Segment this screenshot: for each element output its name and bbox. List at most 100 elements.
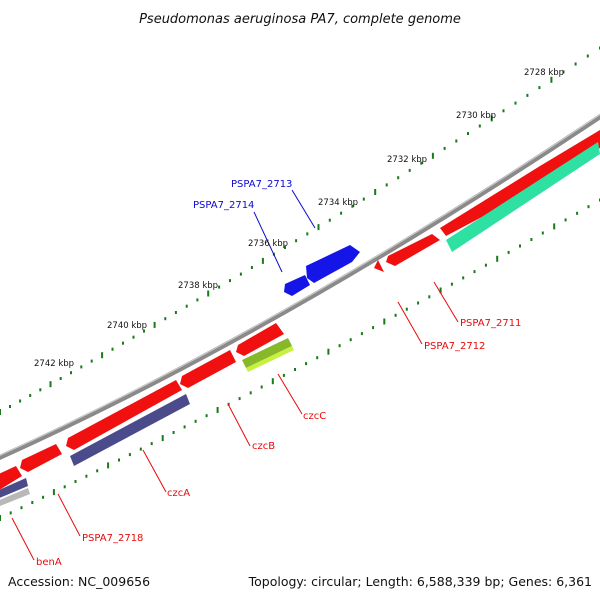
tick-mark — [305, 362, 308, 366]
tick-mark — [29, 394, 32, 397]
tick-mark — [0, 409, 1, 415]
cog-bar-gray — [0, 488, 30, 506]
tick-mark — [164, 317, 167, 321]
tick-mark — [553, 223, 556, 230]
tick-mark — [316, 356, 319, 360]
gene-arrow-czcb[interactable] — [180, 350, 236, 388]
cog-bar-olive — [242, 338, 292, 368]
tick-mark — [183, 425, 186, 429]
tick-label-2738: 2738 kbp — [178, 281, 218, 291]
tick-mark — [349, 338, 352, 342]
gene-arrow-pspa7-2711[interactable] — [440, 130, 600, 236]
outer-tick-dots — [0, 46, 600, 415]
tick-mark — [431, 152, 434, 159]
leader-pspa7-2718 — [57, 493, 81, 537]
gene-arrow-pspa7-2714[interactable] — [284, 275, 310, 296]
tick-mark — [530, 238, 533, 241]
gene-label-bena[interactable]: benA — [36, 557, 62, 568]
gene-arrow-czcc[interactable] — [236, 323, 284, 356]
leader-pspa7-2712 — [397, 301, 423, 345]
tick-mark — [150, 442, 153, 446]
tick-mark — [372, 326, 375, 330]
tick-mark — [351, 204, 354, 208]
tick-mark — [490, 115, 493, 122]
tick-mark — [90, 359, 93, 363]
tick-mark — [338, 344, 341, 348]
tick-mark — [20, 506, 23, 510]
tick-mark — [295, 239, 298, 243]
cog-bar-olive-light — [246, 346, 294, 372]
gene-arrow-pspa7-2712[interactable] — [374, 260, 384, 272]
tick-mark — [250, 266, 253, 269]
tick-mark — [63, 485, 66, 489]
gene-label-czcc[interactable]: czcC — [303, 411, 326, 422]
tick-mark — [19, 399, 22, 403]
tick-mark — [239, 272, 242, 276]
gene-arrow-pspa7-2713[interactable] — [306, 245, 360, 283]
tick-mark — [216, 407, 219, 413]
tick-mark — [306, 232, 309, 236]
tick-mark — [80, 365, 83, 369]
tick-mark — [405, 307, 408, 311]
tick-mark — [172, 431, 175, 434]
tick-mark — [143, 329, 145, 333]
tick-mark — [196, 298, 199, 302]
gene-label-pspa7-2711[interactable]: PSPA7_2711 — [460, 318, 521, 329]
tick-mark — [52, 489, 55, 496]
tick-mark — [128, 453, 131, 457]
tick-mark — [562, 70, 565, 74]
tick-mark — [420, 161, 423, 165]
genome-backbone — [0, 113, 600, 461]
inner-tick-dots — [0, 198, 600, 521]
tick-mark — [107, 462, 110, 469]
tick-mark — [383, 318, 386, 325]
tick-mark — [473, 270, 476, 274]
tick-mark — [139, 447, 142, 451]
gene-arrow-bena[interactable] — [0, 466, 22, 492]
tick-label-2728: 2728 kbp — [524, 68, 564, 78]
gene-arrow-pspa7-2718[interactable] — [20, 444, 62, 472]
tick-mark — [450, 282, 453, 286]
tick-mark — [374, 189, 377, 195]
tick-mark — [9, 405, 11, 408]
cog-bar-teal — [446, 142, 600, 252]
tick-mark — [502, 109, 505, 113]
tick-mark — [229, 279, 231, 283]
gene-arrow-pspa7-2711b[interactable] — [386, 234, 440, 266]
gene-arrow-czca[interactable] — [66, 380, 182, 450]
tick-mark — [327, 348, 330, 355]
gene-label-pspa7-2718[interactable]: PSPA7_2718 — [82, 533, 143, 544]
tick-mark — [526, 93, 529, 97]
tick-mark — [564, 218, 567, 222]
leader-czcb — [227, 403, 251, 447]
tick-mark — [541, 231, 544, 235]
tick-mark — [49, 381, 52, 388]
tick-mark — [428, 295, 431, 299]
tick-mark — [443, 146, 446, 150]
tick-mark — [507, 250, 510, 254]
gene-label-czca[interactable]: czcA — [167, 488, 190, 499]
tick-mark — [238, 397, 241, 401]
tick-mark — [96, 469, 99, 473]
tick-mark — [249, 391, 252, 395]
tick-mark — [85, 474, 88, 478]
tick-mark — [317, 224, 320, 231]
tick-mark — [9, 511, 12, 515]
tick-mark — [194, 419, 197, 423]
genome-summary-text: Topology: circular; Length: 6,588,339 bp… — [248, 574, 592, 589]
tick-label-2742: 2742 kbp — [34, 359, 74, 369]
tick-mark — [261, 257, 264, 264]
tick-mark — [576, 211, 579, 215]
gene-label-pspa7-2712[interactable]: PSPA7_2712 — [424, 341, 485, 352]
tick-mark — [439, 287, 442, 294]
tick-label-2740: 2740 kbp — [107, 321, 147, 331]
cog-bar-purple-small — [0, 478, 28, 498]
gene-label-pspa7-2713[interactable]: PSPA7_2713 — [231, 179, 292, 190]
tick-mark — [467, 132, 469, 135]
tick-label-2736: 2736 kbp — [248, 239, 288, 249]
gene-label-pspa7-2714[interactable]: PSPA7_2714 — [193, 200, 254, 211]
tick-mark — [514, 101, 517, 105]
tick-mark — [586, 54, 589, 58]
tick-mark — [111, 347, 114, 351]
gene-label-czcb[interactable]: czcB — [252, 441, 275, 452]
